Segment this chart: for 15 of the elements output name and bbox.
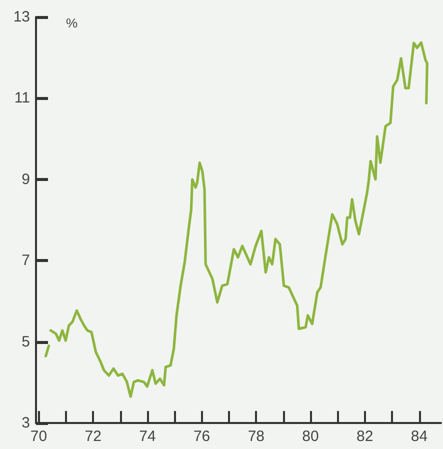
y-tick-label: 3 [22, 414, 30, 432]
x-tick-label: 84 [410, 428, 428, 445]
y-tick-label: 11 [14, 90, 30, 107]
y-tick-label: 7 [22, 252, 30, 270]
y-axis-title: % [66, 16, 78, 30]
y-tick-label: 9 [22, 170, 30, 188]
x-tick-label: 74 [139, 428, 156, 445]
y-tick-label: 13 [13, 8, 30, 26]
x-tick-label: 76 [193, 428, 210, 445]
x-tick-label: 80 [302, 428, 319, 445]
x-tick-label: 82 [356, 428, 374, 445]
y-tick-label: 5 [22, 333, 30, 350]
x-tick-label: 70 [30, 428, 48, 445]
x-tick-label: 78 [248, 428, 265, 445]
x-tick-label: 72 [84, 428, 102, 445]
